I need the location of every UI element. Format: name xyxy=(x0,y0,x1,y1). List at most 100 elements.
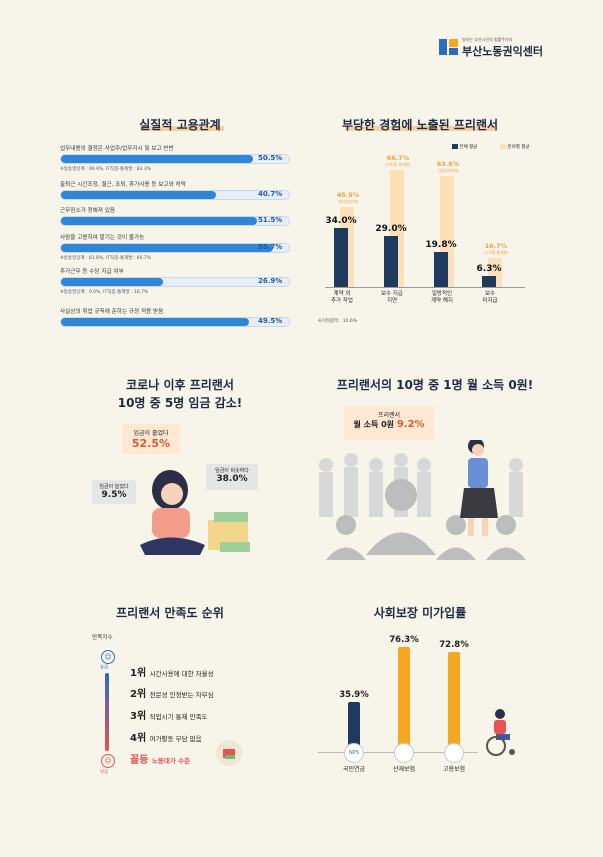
s1-label: 출퇴근 시간조정, 결근, 조퇴, 휴가사용 등 보고와 허락 xyxy=(60,182,186,188)
ss-bar xyxy=(398,646,410,752)
rank-text: 시간사용에 대한 자율성 xyxy=(149,670,214,678)
s1-label: 추가근무 등 수당 지급 여부 xyxy=(60,269,124,275)
income-zero-bubble: 프리랜서 월 소득 0원 9.2% xyxy=(344,406,434,440)
wage-same-label: 임금이 비슷하다 xyxy=(215,468,249,474)
rank-text: 노동대가 수준 xyxy=(151,757,191,765)
section5-title: 프리랜서 만족도 순위 xyxy=(116,606,224,620)
rank-number: 2위 xyxy=(130,689,150,700)
rank-item: 2위 전문성 인정받는 자부심 xyxy=(130,685,214,700)
s2-value-all: 34.0% xyxy=(325,215,357,226)
s1-bar-fill xyxy=(61,217,257,225)
sad-face-icon: ☹ xyxy=(101,754,115,768)
s2-value-max: 63.6% xyxy=(436,159,460,168)
legend-label-all: 전체 평균 xyxy=(459,145,478,150)
s2-sub-max: (방송영상계) xyxy=(437,167,459,173)
ss-category: 산재보험 xyxy=(392,766,416,773)
rank-number: 4위 xyxy=(130,733,150,744)
ss-category: 국민연금 xyxy=(342,766,366,773)
rank-text: 작업시기 통제 만족도 xyxy=(149,713,208,721)
income-zero-value: 9.2% xyxy=(396,419,425,430)
s1-bar-track xyxy=(60,216,290,226)
s2-value-all: 19.8% xyxy=(425,240,457,251)
s2-category: 일방적인 계약 해지 xyxy=(431,291,453,304)
section3-title-2: 10명 중 5명 임금 감소! xyxy=(117,396,243,410)
rank-item: 3위 작업시기 통제 만족도 xyxy=(130,707,208,722)
ss-icon xyxy=(444,743,464,763)
rank-text: 전문성 인정받는 자부심 xyxy=(149,691,214,699)
legend-max: 분야별 평균 xyxy=(500,144,530,150)
wage-increased-label: 임금이 늘었다 xyxy=(99,484,129,490)
legend-swatch-max xyxy=(500,144,506,149)
s2-category: 계약 외 추가 작업 xyxy=(331,291,353,304)
s2-bar-all xyxy=(434,252,448,287)
section4-title: 프리랜서의 10명 중 1명 월 소득 0원! xyxy=(336,378,534,392)
center-logo-icon xyxy=(439,39,458,55)
s2-sub-max: (방송영상계) xyxy=(337,199,359,205)
section1-title: 실질적 고용관계 xyxy=(139,118,221,132)
s1-value: 40.7% xyxy=(258,190,283,198)
rank-number: 1위 xyxy=(130,668,150,679)
section6-title: 사회보장 미가입률 xyxy=(373,606,467,620)
s2-bar-all xyxy=(482,275,496,287)
s2-value-all: 6.3% xyxy=(476,263,502,274)
wallet-icon xyxy=(216,740,242,766)
crowd-illustration xyxy=(319,440,526,560)
satisfaction-axis-label: 만족지수 xyxy=(92,635,113,641)
rank-number: 꼴등 xyxy=(130,755,152,766)
ss-bar xyxy=(348,702,360,752)
s1-note: ※방송영상계 : 81.8%, IT직종-통계발 : 66.7% xyxy=(60,256,152,261)
s1-label: 업무내용의 결정은 사업주/업무지시 및 보고 빈번 xyxy=(60,146,174,152)
s1-label: 사실상의 취업 규칙에 준하는 규정 적용 받음 xyxy=(60,309,164,315)
rank-item: 1위 시간사용에 대한 자율성 xyxy=(130,664,214,679)
ss-category: 고용보험 xyxy=(442,766,466,773)
s2-bar-all xyxy=(334,227,348,287)
wage-decreased-label: 임금이 줄었다 xyxy=(133,430,169,437)
s1-label: 근무장소가 정해져 있음 xyxy=(60,208,116,214)
ss-icon xyxy=(394,743,414,763)
ss-value: 76.3% xyxy=(389,634,419,645)
section2-note: ※기타항목 : 10.6% xyxy=(318,319,358,324)
low-label: 낮음 xyxy=(100,770,109,775)
s2-value-all: 29.0% xyxy=(375,224,407,235)
legend-all: 전체 평균 xyxy=(452,144,477,150)
s2-value-max: 45.5% xyxy=(336,191,360,200)
rank-item: 꼴등 노동대가 수준 xyxy=(130,751,190,766)
wage-decreased-bubble: 임금이 줄었다 52.5% xyxy=(122,424,180,454)
s1-bar-fill xyxy=(61,155,253,163)
s1-note: ※방송영상계 : 90.9%, IT직종-통계발 : 83.3% xyxy=(60,167,152,172)
ss-value: 35.9% xyxy=(339,690,369,701)
rank-text: 여가활동 부담 없음 xyxy=(149,735,202,743)
ss-icon: NPS xyxy=(344,743,364,763)
s1-bar-track xyxy=(60,243,290,253)
legend-label-max: 분야별 평균 xyxy=(507,145,530,150)
rank-number: 3위 xyxy=(130,711,150,722)
sad-freelancer-illustration xyxy=(140,470,250,555)
ss-bar xyxy=(448,651,460,752)
org-name: 부산노동권익센터 xyxy=(462,45,543,58)
s1-value: 50.5% xyxy=(258,154,283,162)
s1-label: 사람을 고용하여 맡기는 것이 불가능 xyxy=(60,235,145,241)
wage-same-bubble: 임금이 비슷하다 38.0% xyxy=(206,464,258,490)
income-zero-line1: 프리랜서 xyxy=(377,412,401,419)
s2-bar-all xyxy=(384,236,398,287)
s1-bar-track xyxy=(60,154,290,164)
legend-swatch-all xyxy=(452,144,458,149)
section3-title-1: 코로나 이후 프리랜서 xyxy=(126,378,234,392)
rank-item: 4위 여가활동 부담 없음 xyxy=(130,729,202,744)
s2-sub-max: (IT직종-통계발) xyxy=(385,162,411,168)
header-logo xyxy=(438,36,460,58)
wage-decreased-value: 52.5% xyxy=(131,437,171,450)
s1-bar-fill xyxy=(61,191,216,199)
wage-same-value: 38.0% xyxy=(216,474,248,484)
s2-value-max: 66.7% xyxy=(386,154,410,163)
happy-face-icon: ☺ xyxy=(101,650,115,664)
s1-bar-track xyxy=(60,190,290,200)
s1-bar-track xyxy=(60,317,290,327)
org-tagline: 일하는 부산시민의 법률주치의 xyxy=(462,37,513,42)
income-zero-label: 월 소득 0원 xyxy=(353,420,395,429)
wage-increased-value: 9.5% xyxy=(101,490,127,500)
s1-bar-fill xyxy=(61,318,250,326)
s1-bar-fill xyxy=(61,244,273,252)
s1-value: 49.5% xyxy=(258,317,283,325)
s1-value: 26.9% xyxy=(258,277,283,285)
